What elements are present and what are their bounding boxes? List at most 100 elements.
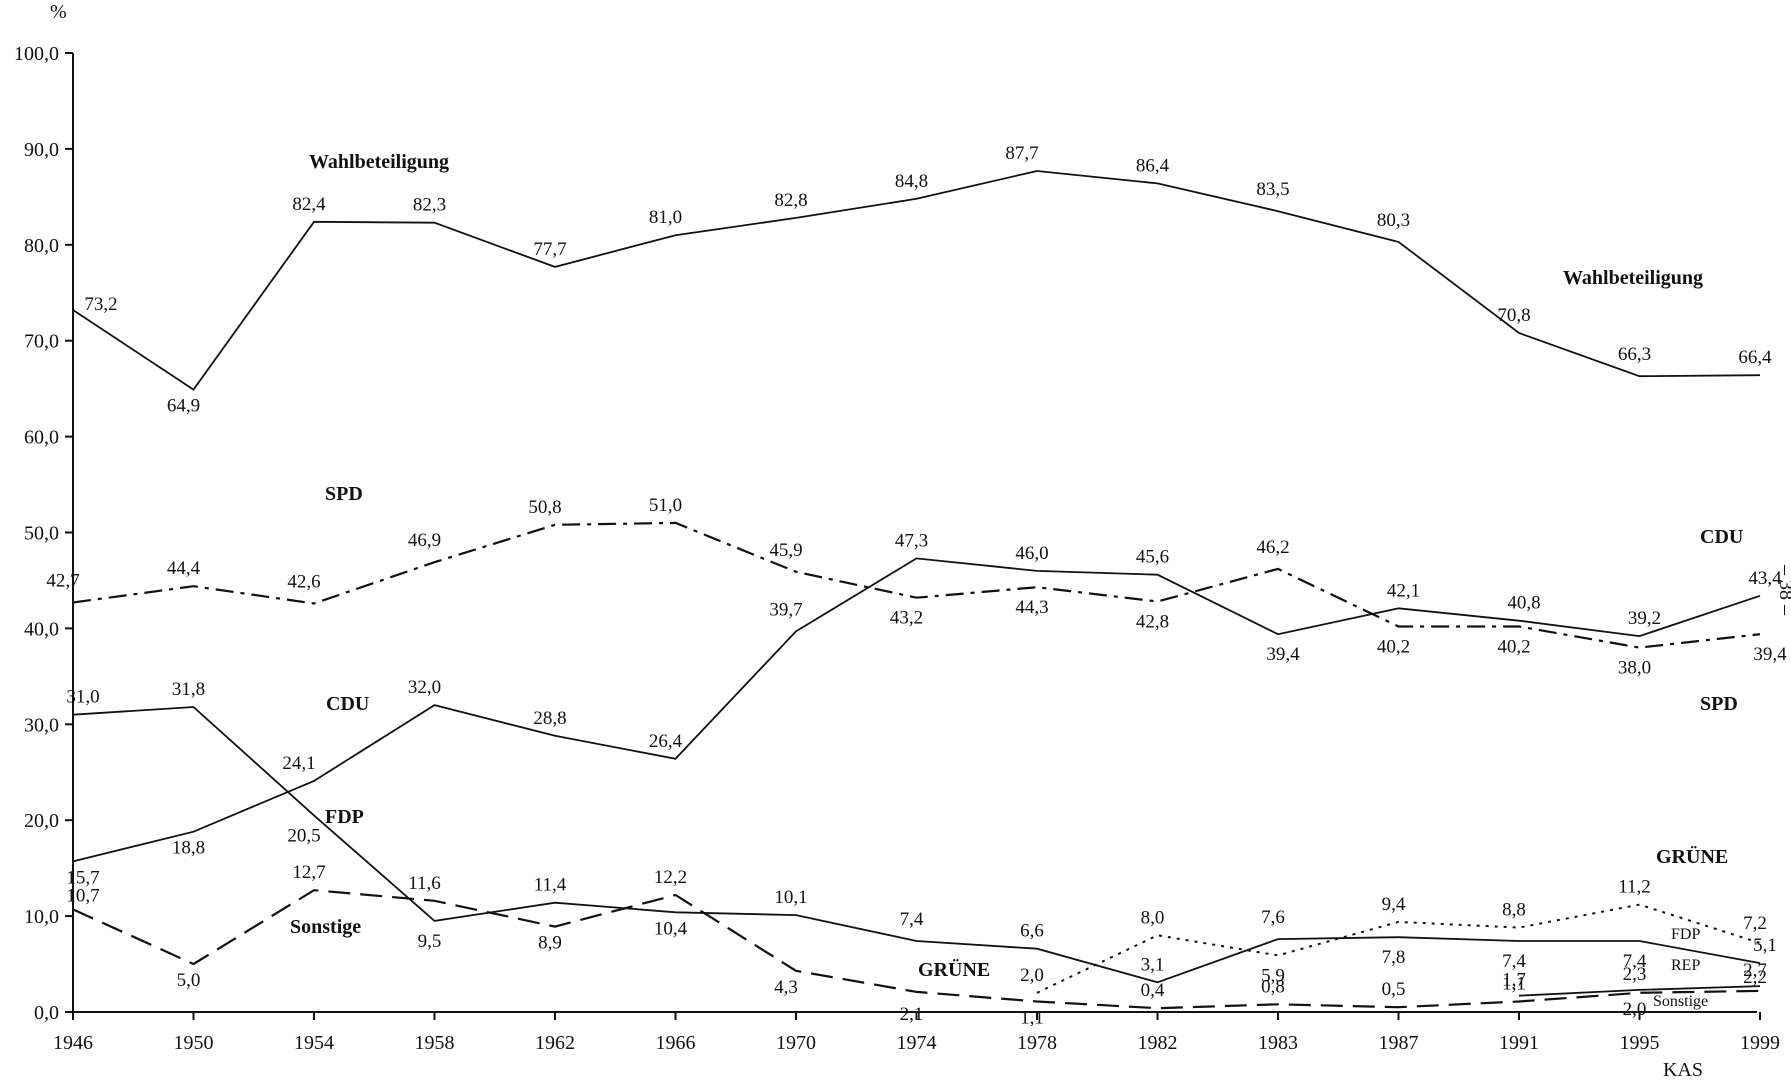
x-tick-label: 1962 [535, 1032, 575, 1054]
data-label-cdu: 46,0 [1015, 543, 1048, 564]
data-label-wahlbeteiligung: 82,8 [774, 190, 807, 211]
series-annotation: GRÜNE [918, 958, 990, 981]
y-tick-label: 80,0 [24, 235, 59, 257]
data-label-fdp: 31,8 [172, 679, 205, 700]
series-line-rep [1518, 985, 1761, 997]
data-label-fdp: 10,1 [774, 887, 807, 908]
x-tick-label: 1950 [174, 1032, 214, 1054]
y-tick-label: 50,0 [24, 523, 59, 545]
data-label-spd: 44,3 [1015, 597, 1048, 618]
data-label-sonstige: 2,1 [900, 1004, 924, 1025]
y-tick-label: 60,0 [24, 427, 59, 449]
data-label-cdu: 15,7 [66, 867, 99, 888]
data-label-grüne: 11,2 [1618, 877, 1651, 898]
series-line-wahlbeteiligung [72, 170, 1761, 391]
series-annotation: Wahlbeteiligung [309, 151, 449, 173]
data-label-cdu: 24,1 [282, 753, 315, 774]
data-label-grüne: 7,2 [1743, 913, 1767, 934]
y-tick-label: 70,0 [24, 331, 59, 353]
data-label-wahlbeteiligung: 64,9 [167, 396, 200, 417]
x-tick-label: 1958 [415, 1032, 455, 1054]
data-label-sonstige: 2,0 [1623, 999, 1647, 1020]
series-annotation: SPD [1700, 693, 1738, 715]
y-axis-unit: % [50, 1, 67, 23]
data-label-wahlbeteiligung: 86,4 [1136, 155, 1170, 176]
data-label-grüne: 8,8 [1502, 900, 1526, 921]
data-label-spd: 42,6 [287, 571, 320, 592]
data-label-spd: 51,0 [649, 495, 682, 516]
data-label-grüne: 5,9 [1261, 965, 1285, 986]
series-line-grüne [1036, 903, 1761, 994]
data-label-fdp: 20,5 [287, 825, 320, 846]
data-label-spd: 40,2 [1497, 636, 1530, 657]
x-tick-label: 1987 [1379, 1032, 1419, 1054]
y-tick-label: 100,0 [14, 43, 59, 65]
data-label-spd: 46,2 [1256, 537, 1289, 558]
data-label-cdu: 32,0 [408, 677, 441, 698]
side-page-mark: – 38 – [1775, 564, 1791, 616]
data-label-rep: 2,3 [1623, 964, 1647, 985]
data-label-sonstige: 0,5 [1382, 979, 1406, 1000]
series-line-cdu [72, 557, 1761, 863]
data-label-spd: 39,4 [1753, 644, 1787, 665]
data-label-spd: 46,9 [408, 530, 441, 551]
data-label-sonstige: 12,7 [292, 862, 325, 883]
data-label-cdu: 26,4 [649, 731, 683, 752]
data-label-spd: 38,0 [1618, 658, 1651, 679]
y-tick-label: 10,0 [24, 906, 59, 928]
data-label-wahlbeteiligung: 81,0 [649, 207, 682, 228]
data-label-fdp: 7,8 [1382, 947, 1406, 968]
data-label-cdu: 42,1 [1387, 580, 1420, 601]
data-label-fdp: 5,1 [1753, 935, 1777, 956]
data-label-rep: 1,7 [1502, 970, 1526, 991]
x-tick-label: 1946 [53, 1032, 93, 1054]
data-label-cdu: 18,8 [172, 838, 205, 859]
data-label-sonstige: 8,9 [538, 933, 562, 954]
data-label-spd: 42,8 [1136, 612, 1169, 633]
data-label-cdu: 45,6 [1136, 547, 1169, 568]
y-tick-label: 20,0 [24, 810, 59, 832]
series-annotation: FDP [325, 806, 364, 828]
axes: 0,0 10,0 20,0 30,0 40,0 50,0 60,0 70,0 80,0 90,0 1… [14, 43, 1780, 1054]
y-tick-label: 30,0 [24, 714, 59, 736]
data-label-wahlbeteiligung: 66,4 [1738, 347, 1772, 368]
data-label-cdu: 39,7 [769, 599, 802, 620]
data-label-wahlbeteiligung: 66,3 [1618, 344, 1651, 365]
data-label-spd: 44,4 [167, 558, 201, 579]
data-label-wahlbeteiligung: 77,7 [533, 239, 566, 260]
x-tick-label: 1995 [1620, 1032, 1660, 1054]
data-label-fdp: 7,6 [1261, 907, 1285, 928]
series-annotation: SPD [325, 483, 363, 505]
data-label-spd: 45,9 [769, 540, 802, 561]
data-label-sonstige: 4,3 [774, 977, 798, 998]
data-label-grüne: 9,4 [1382, 894, 1406, 915]
y-tick-label: 0,0 [34, 1002, 59, 1024]
data-label-spd: 42,7 [46, 571, 79, 592]
data-label-grüne: 2,0 [1020, 965, 1044, 986]
data-label-spd: 50,8 [528, 497, 561, 518]
series-line-fdp [72, 706, 1761, 984]
series-annotation: FDP [1671, 926, 1700, 943]
data-label-sonstige: 1,1 [1502, 973, 1526, 994]
x-tick-label: 1982 [1138, 1032, 1178, 1054]
data-label-fdp: 6,6 [1020, 921, 1044, 942]
data-label-cdu: 28,8 [533, 708, 566, 729]
x-tick-label: 1974 [897, 1032, 937, 1054]
series-annotation: CDU [326, 693, 369, 715]
data-label-wahlbeteiligung: 70,8 [1497, 305, 1530, 326]
data-label-wahlbeteiligung: 82,3 [413, 195, 446, 216]
data-label-wahlbeteiligung: 84,8 [895, 171, 928, 192]
data-labels: 73,2 64,9 82,4 82,3 77,7 81,0 82,8 84,8 87,7 86,4… [46, 143, 1787, 1028]
data-label-fdp: 11,4 [534, 875, 567, 896]
series-lines [72, 170, 1761, 1010]
data-label-sonstige: 11,6 [408, 873, 441, 894]
data-label-sonstige: 10,7 [66, 885, 99, 906]
data-label-fdp: 7,4 [1623, 951, 1647, 972]
data-label-fdp: 7,4 [900, 909, 924, 930]
series-annotation: Sonstige [290, 916, 361, 938]
data-label-cdu: 43,4 [1748, 568, 1782, 589]
data-label-grüne: 8,0 [1141, 907, 1165, 928]
data-label-cdu: 39,4 [1266, 644, 1300, 665]
series-annotation: GRÜNE [1656, 845, 1728, 868]
x-tick-label: 1970 [776, 1032, 816, 1054]
